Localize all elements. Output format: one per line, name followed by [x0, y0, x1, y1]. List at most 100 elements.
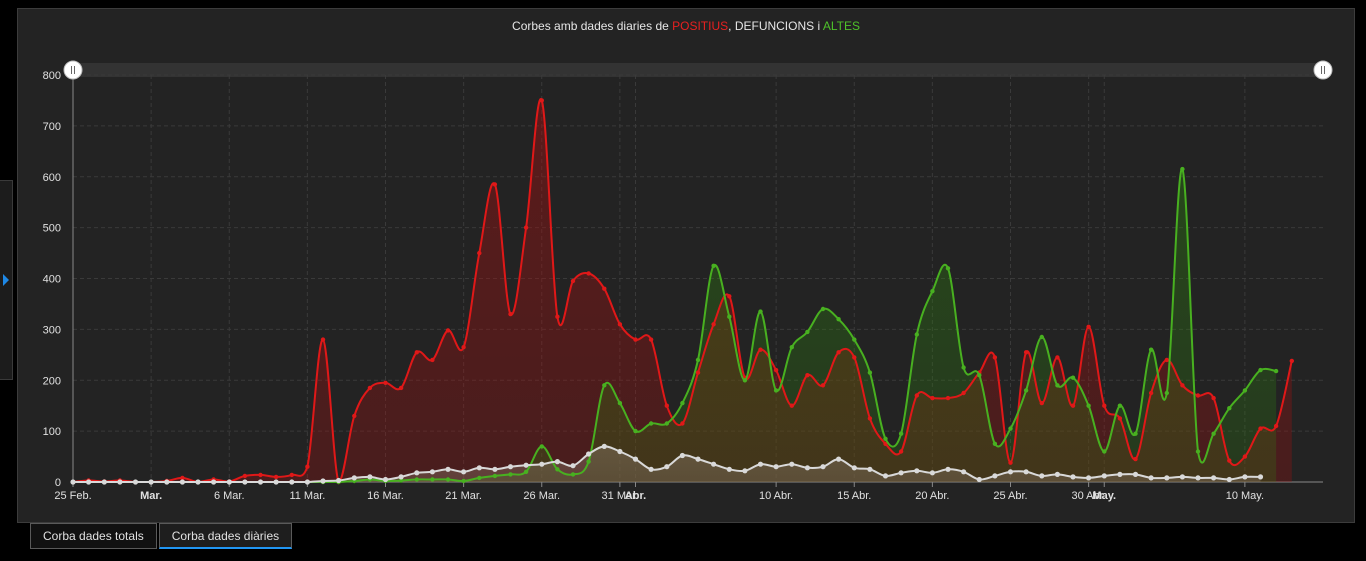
- tab-corba-dades-totals[interactable]: Corba dades totals: [30, 523, 157, 549]
- point-positius: [711, 322, 716, 327]
- point-altes: [477, 475, 482, 481]
- point-defuncions: [382, 476, 389, 483]
- point-defuncions: [398, 474, 404, 480]
- y-tick-label: 400: [43, 274, 61, 286]
- point-altes: [1164, 390, 1170, 396]
- y-tick-label: 700: [43, 121, 61, 133]
- point-positius: [242, 473, 248, 479]
- point-defuncions: [320, 478, 326, 484]
- point-defuncions: [1086, 475, 1092, 481]
- chart-panel: Corbes amb dades diaries de POSITIUS, DE…: [17, 8, 1355, 523]
- point-positius: [1148, 390, 1154, 396]
- point-altes: [742, 378, 748, 383]
- point-defuncions: [898, 470, 904, 476]
- point-altes: [1039, 334, 1044, 340]
- point-defuncions: [914, 468, 920, 474]
- point-defuncions: [554, 459, 561, 465]
- point-altes: [1148, 347, 1154, 352]
- point-defuncions: [867, 466, 873, 472]
- point-defuncions: [257, 479, 264, 485]
- area-positius: [73, 98, 1292, 482]
- point-defuncions: [836, 456, 842, 462]
- point-altes: [883, 436, 888, 441]
- point-altes: [852, 337, 857, 342]
- point-positius: [945, 395, 951, 401]
- title-sep1: ,: [728, 19, 735, 33]
- point-altes: [695, 357, 701, 363]
- point-altes: [508, 472, 513, 477]
- x-tick-label: 11 Mar.: [289, 490, 325, 502]
- x-tick-label: 26 Mar.: [523, 490, 560, 502]
- point-defuncions: [523, 462, 529, 468]
- point-altes: [930, 289, 935, 294]
- y-tick-label: 800: [43, 70, 61, 82]
- point-altes: [1023, 388, 1029, 393]
- range-handle-right[interactable]: [1313, 60, 1333, 80]
- title-sep2: i: [814, 19, 823, 33]
- point-defuncions: [132, 479, 139, 485]
- point-positius: [992, 355, 998, 360]
- point-altes: [492, 473, 498, 479]
- point-defuncions: [617, 448, 623, 455]
- point-positius: [523, 225, 529, 230]
- point-defuncions: [1054, 471, 1060, 477]
- point-defuncions: [195, 479, 201, 485]
- point-defuncions: [351, 475, 357, 481]
- point-positius: [430, 357, 435, 363]
- range-handle-left[interactable]: [63, 60, 83, 80]
- point-defuncions: [492, 466, 498, 472]
- point-defuncions: [1226, 476, 1232, 483]
- point-positius: [1023, 350, 1029, 355]
- expand-arrow-icon: [3, 274, 9, 286]
- point-defuncions: [961, 469, 967, 475]
- point-positius: [883, 441, 888, 446]
- point-altes: [1180, 166, 1185, 172]
- point-altes: [1055, 383, 1060, 388]
- chart-title: Corbes amb dades diaries de POSITIUS, DE…: [18, 19, 1354, 33]
- point-defuncions: [242, 479, 248, 485]
- side-panel-toggle[interactable]: [0, 180, 13, 380]
- point-defuncions: [726, 466, 732, 472]
- point-positius: [1102, 403, 1107, 408]
- point-altes: [617, 400, 623, 406]
- x-tick-label: 25 Feb.: [54, 490, 91, 502]
- point-positius: [820, 383, 826, 388]
- point-altes: [1242, 388, 1248, 393]
- point-altes: [805, 329, 810, 335]
- point-positius: [930, 395, 935, 401]
- point-defuncions: [164, 479, 170, 485]
- x-tick-label: 10 May.: [1226, 490, 1264, 502]
- point-positius: [352, 413, 357, 419]
- point-positius: [1086, 324, 1091, 329]
- point-positius: [805, 373, 810, 378]
- point-positius: [961, 390, 966, 396]
- point-altes: [1070, 375, 1076, 380]
- x-tick-label: Abr.: [625, 490, 646, 502]
- point-altes: [758, 309, 763, 314]
- point-defuncions: [70, 479, 76, 485]
- point-positius: [305, 464, 310, 469]
- point-altes: [836, 317, 841, 322]
- point-defuncions: [742, 468, 748, 474]
- point-defuncions: [1117, 471, 1123, 477]
- point-defuncions: [1164, 475, 1170, 481]
- point-altes: [727, 314, 732, 319]
- x-tick-label: 30 Abr.: [1071, 490, 1105, 502]
- point-defuncions: [367, 474, 373, 480]
- point-positius: [898, 449, 904, 454]
- point-defuncions: [273, 479, 279, 485]
- point-positius: [273, 474, 279, 480]
- point-positius: [695, 370, 701, 375]
- point-positius: [914, 393, 919, 398]
- point-altes: [1133, 431, 1138, 436]
- tab-corba-dades-diaries[interactable]: Corba dades diàries: [158, 523, 293, 549]
- daily-cases-chart: 0 100 200 300 400 500 600 700 800 25 Feb. Mar. 6 Ma…: [43, 60, 1333, 502]
- point-altes: [664, 421, 669, 426]
- x-tick-label: 10 Abr.: [759, 490, 793, 502]
- point-defuncions: [211, 479, 217, 485]
- y-tick-label: 200: [43, 375, 61, 387]
- y-tick-label: 300: [43, 324, 61, 336]
- point-altes: [1086, 403, 1091, 408]
- point-positius: [414, 350, 419, 355]
- y-tick-label: 600: [43, 172, 61, 184]
